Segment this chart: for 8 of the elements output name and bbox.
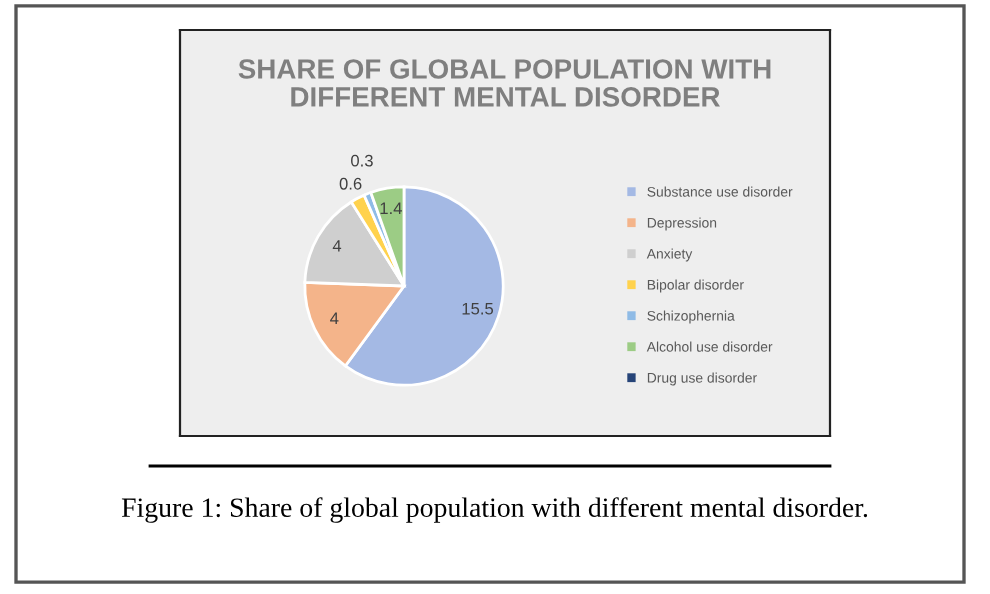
data-label: 0.6	[339, 177, 362, 190]
data-label: 0.3	[351, 154, 373, 167]
data-label: 4	[330, 312, 339, 324]
data-label: 4	[332, 240, 342, 252]
data-label: 1.4	[380, 202, 402, 215]
caption: Figure 1: Share of global population with different mental disorder.	[121, 497, 868, 523]
chart-title: SHARE OF GLOBAL POPULATION WITH DIFFERENT MENTAL DISORDER	[238, 59, 771, 107]
data-label: 15.5	[462, 302, 494, 315]
